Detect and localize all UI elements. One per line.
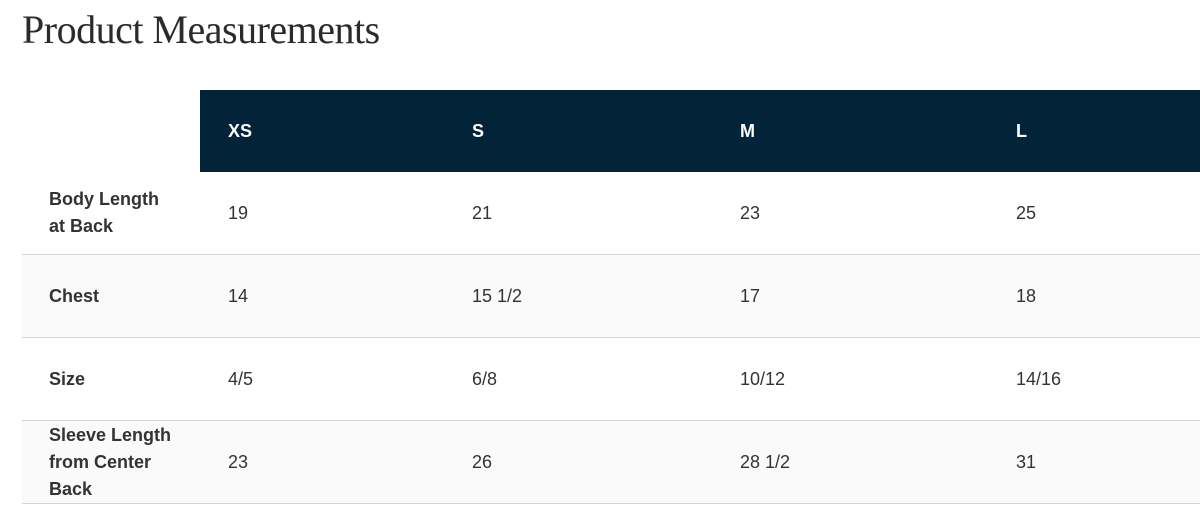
- column-header: XS: [228, 121, 253, 141]
- table-cell: 4/5: [228, 369, 254, 389]
- table-cell: 25: [1016, 203, 1037, 223]
- table-row: Sleeve Length from Center Back 23 26 28 1/2…: [22, 421, 1200, 504]
- row-label: Size: [49, 368, 86, 389]
- table-cell: 23: [740, 203, 761, 223]
- table-cell: 18: [1016, 286, 1037, 306]
- row-label: Sleeve Length from Center Back: [49, 424, 172, 499]
- row-label: Body Length at Back: [49, 189, 159, 236]
- table-cell: 10/12: [740, 369, 786, 389]
- table-cell: 23: [228, 452, 249, 472]
- column-header: L: [1016, 121, 1027, 141]
- table-cell: 14/16: [1016, 369, 1062, 389]
- table-cell: 21: [472, 203, 493, 223]
- row-label: Chest: [49, 285, 100, 306]
- table-row: Size 4/5 6/8 10/12 14/16: [22, 338, 1200, 421]
- table-row: Chest 14 15 1/2 17 18: [22, 255, 1200, 338]
- table-cell: 14: [228, 286, 249, 306]
- table-row: Body Length at Back 19 21 23 25: [22, 172, 1200, 255]
- column-header: M: [740, 121, 755, 141]
- table-cell: 31: [1016, 452, 1037, 472]
- column-header: S: [472, 121, 485, 141]
- table-header: XS S M L: [200, 90, 1200, 172]
- page-title: Product Measurements: [22, 7, 380, 52]
- table-cell: 15 1/2: [472, 286, 523, 306]
- table-cell: 17: [740, 286, 761, 306]
- table-cell: 28 1/2: [740, 452, 791, 472]
- table-cell: 26: [472, 452, 493, 472]
- table-cell: 6/8: [472, 369, 498, 389]
- table-cell: 19: [228, 203, 249, 223]
